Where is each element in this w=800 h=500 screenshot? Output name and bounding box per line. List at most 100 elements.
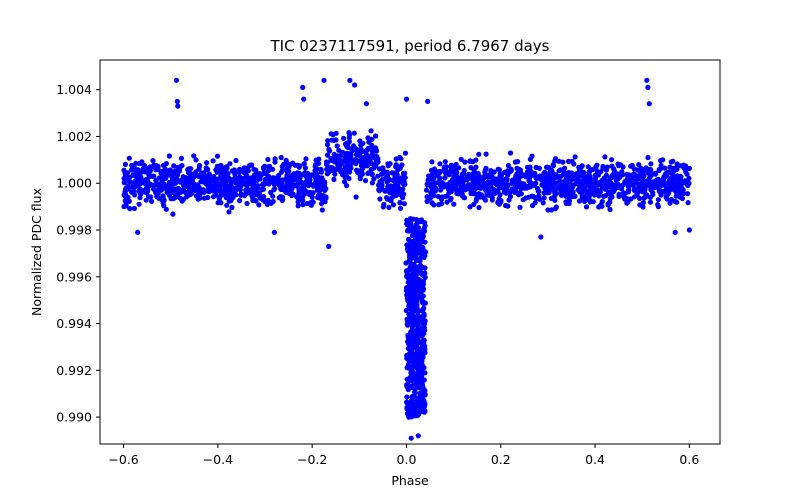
data-point: [578, 170, 584, 176]
data-point: [139, 168, 145, 175]
data-point: [622, 196, 628, 202]
data-point: [288, 190, 294, 196]
data-point: [295, 203, 301, 209]
data-point: [136, 176, 142, 182]
data-point: [545, 164, 551, 170]
data-point: [422, 392, 428, 398]
data-point: [345, 144, 351, 150]
data-point: [334, 143, 340, 149]
data-point: [400, 181, 406, 187]
data-point: [569, 184, 576, 190]
data-point: [485, 184, 491, 190]
data-point: [240, 175, 247, 181]
data-point: [271, 187, 277, 193]
data-point: [180, 187, 186, 193]
data-point: [270, 198, 276, 205]
data-point: [341, 135, 347, 141]
data-point: [328, 155, 334, 161]
data-point: [415, 433, 421, 439]
data-point: [512, 182, 518, 188]
x-tick-label: 0.0: [397, 452, 417, 467]
x-tick-label: 0.4: [585, 452, 605, 467]
data-point: [409, 286, 415, 292]
data-point: [299, 185, 305, 191]
data-point: [521, 182, 527, 188]
data-point: [324, 152, 331, 158]
data-point: [613, 178, 620, 184]
data-point: [597, 188, 603, 194]
data-point: [413, 298, 419, 304]
data-point: [407, 251, 413, 257]
data-point: [505, 162, 511, 169]
y-tick-label: 1.002: [56, 129, 92, 144]
data-point: [409, 263, 415, 269]
data-point: [403, 96, 410, 102]
data-point: [242, 193, 248, 199]
data-point: [680, 162, 687, 168]
data-point: [685, 182, 691, 188]
data-point: [578, 187, 584, 193]
data-point: [231, 188, 238, 194]
data-point: [473, 196, 479, 202]
data-point: [603, 167, 610, 173]
data-point: [284, 172, 290, 178]
data-point: [300, 197, 306, 203]
data-point: [541, 195, 547, 201]
data-point: [517, 204, 523, 210]
data-point: [241, 165, 247, 171]
data-point: [443, 167, 449, 173]
data-point: [644, 178, 650, 184]
data-point: [418, 245, 424, 251]
data-point: [405, 334, 411, 341]
data-point: [552, 186, 558, 192]
data-point: [442, 159, 448, 165]
data-point: [513, 176, 519, 182]
data-point: [541, 175, 548, 181]
data-point: [160, 194, 166, 200]
data-point: [562, 165, 568, 171]
data-point: [162, 166, 168, 172]
data-point: [592, 175, 599, 182]
data-point: [545, 207, 551, 213]
data-point: [617, 174, 623, 180]
data-point: [492, 188, 498, 195]
data-point: [124, 200, 130, 206]
data-point: [415, 337, 421, 343]
data-point: [279, 197, 285, 203]
data-point: [503, 202, 509, 209]
data-point: [348, 157, 354, 163]
data-point: [135, 172, 141, 178]
data-point: [365, 162, 371, 168]
data-point: [519, 173, 525, 179]
data-point: [229, 204, 235, 210]
data-point: [398, 156, 404, 162]
data-point: [231, 176, 237, 182]
data-point: [674, 199, 680, 205]
data-point: [233, 157, 239, 164]
data-point: [203, 167, 209, 173]
data-point: [136, 160, 142, 167]
data-point: [414, 245, 420, 252]
data-point: [422, 223, 428, 229]
data-point: [170, 196, 177, 202]
data-point: [576, 198, 583, 204]
data-point: [385, 161, 391, 167]
data-point: [526, 170, 532, 176]
data-point: [244, 200, 250, 207]
data-point: [167, 167, 173, 173]
data-point: [126, 155, 132, 161]
data-point: [265, 156, 271, 163]
data-point: [633, 176, 639, 182]
data-point: [401, 201, 407, 207]
data-point: [362, 178, 369, 184]
data-point: [677, 194, 683, 200]
data-point: [637, 175, 643, 182]
data-point: [667, 164, 673, 170]
data-point: [360, 157, 366, 163]
data-point: [122, 161, 128, 167]
data-point: [515, 159, 521, 165]
data-point: [227, 176, 233, 182]
data-point: [136, 201, 142, 207]
data-point: [593, 164, 599, 170]
data-point: [257, 174, 263, 180]
